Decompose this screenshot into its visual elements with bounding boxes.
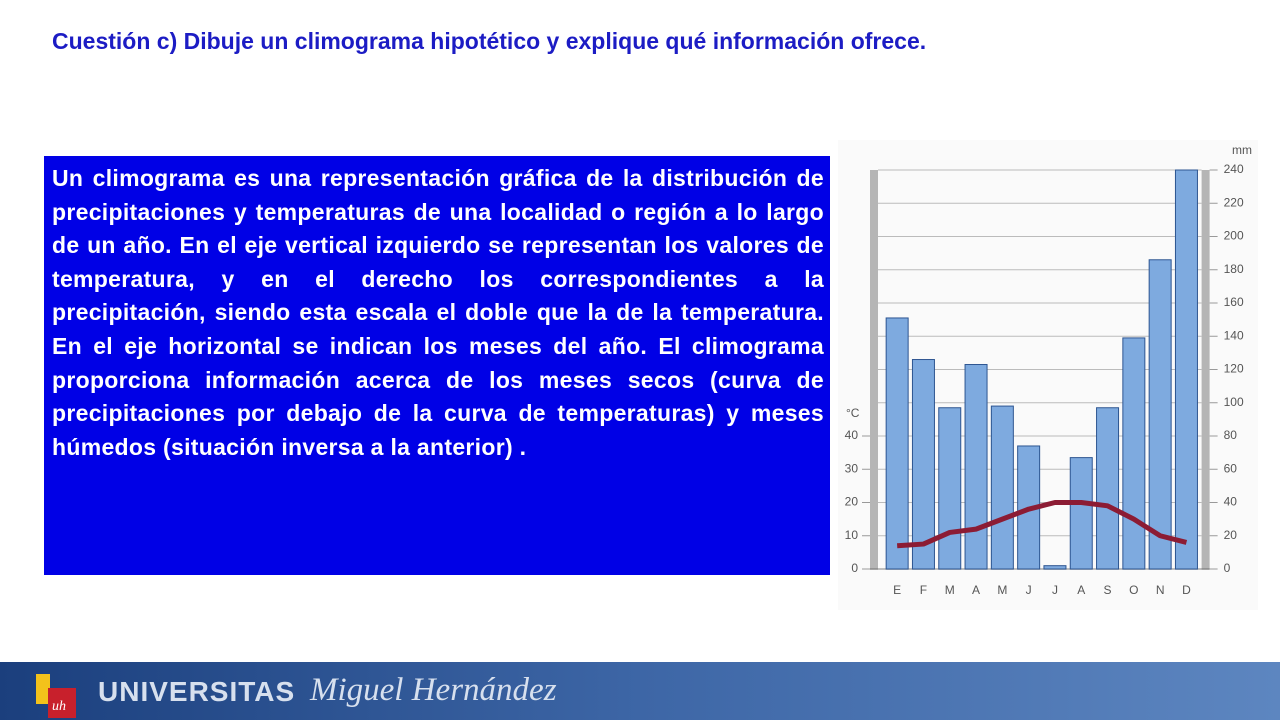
y-tick-label: 30 bbox=[845, 461, 859, 475]
y2-tick-label: 180 bbox=[1224, 262, 1244, 276]
y2-tick-label: 40 bbox=[1224, 495, 1238, 509]
y2-tick-label: 60 bbox=[1224, 461, 1238, 475]
x-tick-label: M bbox=[997, 583, 1007, 597]
left-axis-bar bbox=[870, 170, 878, 569]
y-tick-label: 20 bbox=[845, 495, 859, 509]
brand-text: UNIVERSITAS bbox=[98, 676, 296, 707]
y2-tick-label: 120 bbox=[1224, 362, 1244, 376]
bar bbox=[1043, 565, 1067, 570]
x-tick-label: J bbox=[1026, 583, 1032, 597]
bar bbox=[1122, 337, 1146, 570]
bar bbox=[1069, 457, 1093, 570]
bar bbox=[964, 364, 988, 570]
x-tick-label: N bbox=[1156, 583, 1165, 597]
logo: uh bbox=[36, 674, 76, 718]
y-tick-label: 0 bbox=[851, 561, 858, 575]
y2-tick-label: 140 bbox=[1224, 328, 1244, 342]
bar bbox=[1174, 169, 1198, 570]
chart: °C mm 0 20 40 60 80 100 120 140 160 180 200 220 240 0… bbox=[844, 143, 1252, 598]
x-tick-label: A bbox=[972, 583, 980, 597]
y-tick-label: 40 bbox=[845, 428, 859, 442]
bar bbox=[938, 407, 962, 570]
x-tick-label: A bbox=[1077, 583, 1085, 597]
x-tick-label: F bbox=[920, 583, 927, 597]
y2-tick-label: 160 bbox=[1224, 295, 1244, 309]
y2-tick-label: 220 bbox=[1224, 195, 1244, 209]
x-tick-label: E bbox=[893, 583, 901, 597]
y2-tick-label: 20 bbox=[1224, 528, 1238, 542]
slide-title: Cuestión c) Dibuje un climograma hipotét… bbox=[52, 28, 927, 54]
svg-text:uh: uh bbox=[52, 699, 66, 714]
y2-tick-label: 200 bbox=[1224, 229, 1244, 243]
bar bbox=[885, 317, 909, 570]
x-tick-label: D bbox=[1182, 583, 1191, 597]
y-axis-label: °C bbox=[846, 406, 860, 420]
x-tick-label: J bbox=[1052, 583, 1058, 597]
y2-tick-label: 240 bbox=[1224, 162, 1244, 176]
right-axis-bar bbox=[1201, 170, 1210, 569]
bar bbox=[1096, 407, 1120, 570]
y2-tick-label: 100 bbox=[1224, 395, 1244, 409]
y2-axis-label: mm bbox=[1232, 143, 1252, 157]
x-tick-label: O bbox=[1129, 583, 1138, 597]
university-name: Miguel Hernández bbox=[310, 672, 557, 708]
y2-tick-label: 80 bbox=[1224, 428, 1238, 442]
bar bbox=[990, 405, 1014, 570]
footer: uh UNIVERSITAS Miguel Hernández bbox=[0, 662, 1280, 720]
y-tick-label: 10 bbox=[845, 528, 859, 542]
bar bbox=[1148, 259, 1172, 570]
x-tick-label: M bbox=[945, 583, 955, 597]
text-box: Un climograma es una representación gráf… bbox=[44, 156, 830, 575]
paragraph: Un climograma es una representación gráf… bbox=[52, 165, 824, 460]
x-tick-label: S bbox=[1104, 583, 1112, 597]
bar bbox=[911, 359, 935, 570]
temperature-line bbox=[896, 500, 1188, 549]
y2-tick-label: 0 bbox=[1224, 561, 1231, 575]
